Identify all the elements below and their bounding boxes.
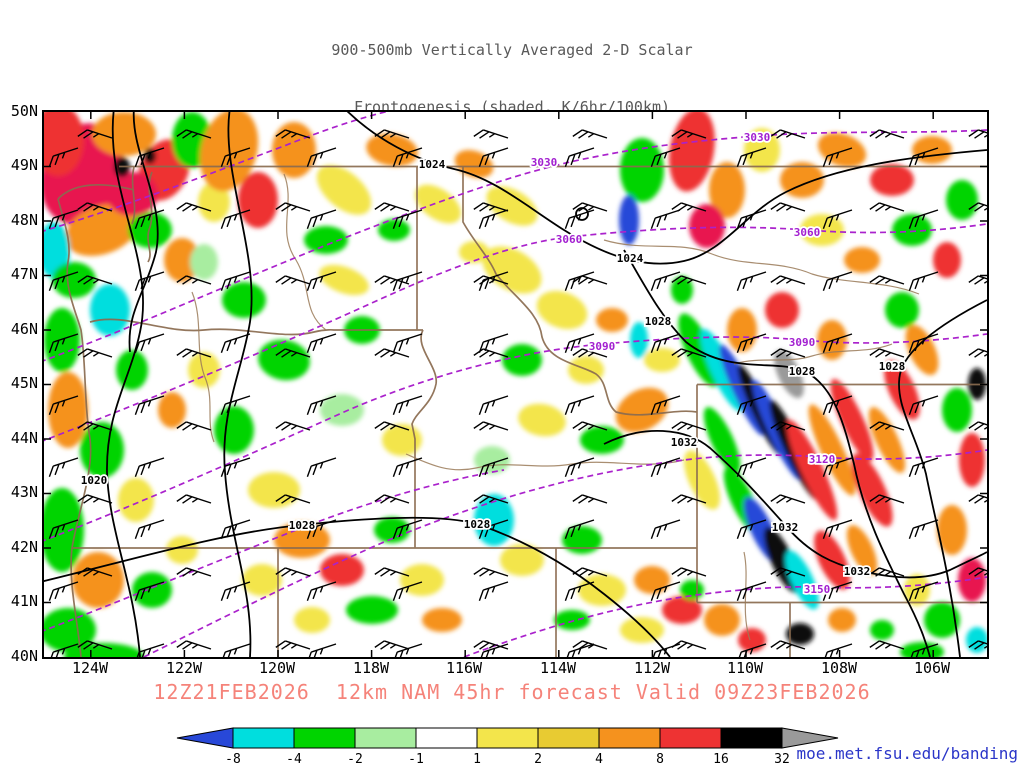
lat-tick-label: 44N (10, 429, 38, 447)
colorbar-tick-label: -8 (225, 752, 241, 767)
map-plot: 1020 1024 1024 1028 1028 1028 1028 1028 … (44, 112, 987, 657)
height-label: 3030 (744, 131, 771, 144)
colorbar: -8 -4 -2 -1 1 2 4 8 16 32 (176, 727, 839, 767)
lat-tick-label: 49N (10, 156, 38, 174)
lon-tick-label: 120W (258, 659, 296, 677)
axis-ticks (44, 112, 987, 657)
map-plot-frame: 1020 1024 1024 1028 1028 1028 1028 1028 … (42, 110, 989, 659)
colorbar-segment (232, 727, 295, 749)
colorbar-segment (598, 727, 661, 749)
colorbar-segment (659, 727, 722, 749)
colorbar-tick-label: 32 (774, 752, 790, 767)
colorbar-segment (537, 727, 600, 749)
height-label: 3120 (809, 453, 836, 466)
lat-tick-label: 41N (10, 592, 38, 610)
lon-tick-label: 114W (539, 659, 577, 677)
lat-tick-label: 43N (10, 483, 38, 501)
forecast-caption: 12Z21FEB2026 12km NAM 45hr forecast Vali… (153, 680, 871, 704)
lat-tick-label: 42N (10, 538, 38, 556)
mslp-label: 1020 (81, 474, 108, 487)
mslp-label: 1028 (464, 518, 491, 531)
lat-tick-label: 46N (10, 320, 38, 338)
colorbar-tick-label: -2 (347, 752, 363, 767)
height-label: 3060 (556, 233, 583, 246)
mslp-label: 1032 (772, 521, 799, 534)
lon-tick-label: 110W (726, 659, 764, 677)
lat-tick-label: 50N (10, 102, 38, 120)
lat-tick-label: 40N (10, 647, 38, 665)
height-label: 3090 (589, 340, 616, 353)
colorbar-segment (476, 727, 539, 749)
mslp-label: 1028 (789, 365, 816, 378)
lon-tick-label: 108W (820, 659, 858, 677)
colorbar-arrow-low (176, 727, 234, 749)
mslp-label: 1024 (419, 158, 446, 171)
credit-url[interactable]: moe.met.fsu.edu/banding (796, 744, 1018, 763)
colorbar-tick-label: 4 (595, 752, 603, 767)
colorbar-tick-label: 16 (713, 752, 729, 767)
colorbar-segment (720, 727, 783, 749)
height-label: 3150 (804, 583, 831, 596)
lon-tick-label: 116W (445, 659, 483, 677)
lon-tick-label: 106W (913, 659, 951, 677)
colorbar-segment (415, 727, 478, 749)
lon-tick-label: 112W (633, 659, 671, 677)
lat-tick-label: 45N (10, 374, 38, 392)
colorbar-tick-label: -4 (286, 752, 302, 767)
colorbar-arrow-high (781, 727, 839, 749)
height-label: 3030 (531, 156, 558, 169)
wind-barbs (44, 112, 987, 657)
mslp-label: 1028 (879, 360, 906, 373)
colorbar-tick-label: 1 (473, 752, 481, 767)
height-label: 3060 (794, 226, 821, 239)
lon-tick-label: 124W (71, 659, 109, 677)
mslp-label: 1032 (844, 565, 871, 578)
lat-tick-label: 48N (10, 211, 38, 229)
lat-tick-label: 47N (10, 265, 38, 283)
mslp-label: 1024 (617, 252, 644, 265)
colorbar-tick-label: -1 (408, 752, 424, 767)
mslp-label: 1032 (671, 436, 698, 449)
colorbar-tick-label: 2 (534, 752, 542, 767)
contour-labels: 1020 1024 1024 1028 1028 1028 1028 1028 … (79, 129, 907, 598)
colorbar-segment (293, 727, 356, 749)
title-line-1: 900-500mb Vertically Averaged 2-D Scalar (331, 41, 693, 59)
mslp-label: 1028 (289, 519, 316, 532)
colorbar-segment (354, 727, 417, 749)
mslp-label: 1028 (645, 315, 672, 328)
colorbar-tick-label: 8 (656, 752, 664, 767)
height-label: 3090 (789, 336, 816, 349)
lon-tick-label: 122W (165, 659, 203, 677)
lon-tick-label: 118W (352, 659, 390, 677)
